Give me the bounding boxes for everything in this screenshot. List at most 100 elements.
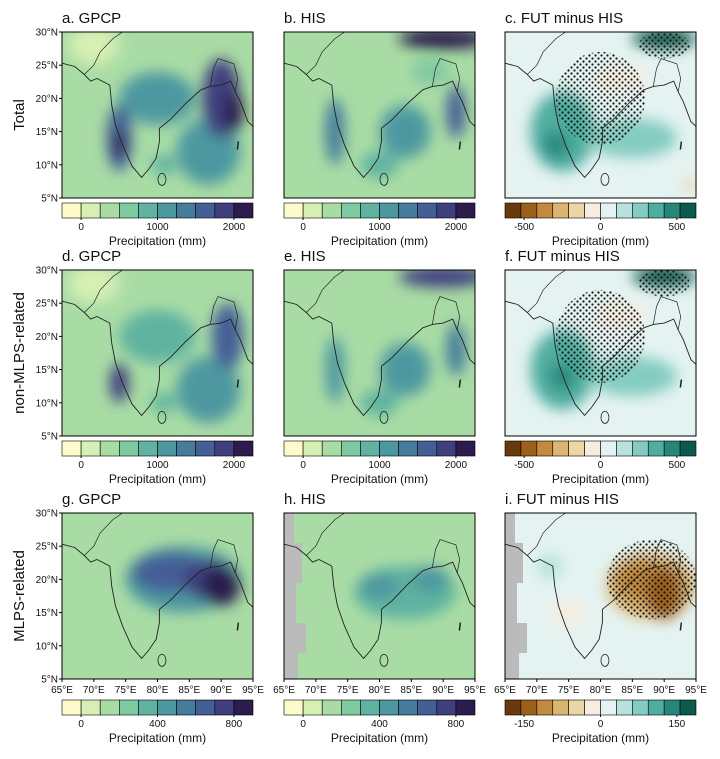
field-blob xyxy=(398,32,475,50)
sri-lanka xyxy=(379,173,389,186)
sri-lanka xyxy=(157,411,167,424)
colorbar-box xyxy=(455,440,476,457)
lon-tick-label: 80°E xyxy=(147,685,169,696)
colorbar-box xyxy=(340,440,361,457)
field-blob xyxy=(379,105,431,159)
border xyxy=(306,270,461,330)
lon-tick-label: 90°E xyxy=(432,685,454,696)
map xyxy=(284,513,475,679)
colorbar-tick-label: 2000 xyxy=(445,222,468,233)
lon-tick-label: 70°E xyxy=(526,685,548,696)
colorbar-box xyxy=(302,440,323,457)
colorbar-box xyxy=(455,202,476,219)
colorbar-tick-label: -500 xyxy=(514,222,534,233)
colorbar-label: Precipitation (mm) xyxy=(109,731,206,745)
colorbar-box xyxy=(647,699,665,716)
colorbar-box xyxy=(679,440,697,457)
panel-title: f. FUT minus HIS xyxy=(505,248,620,265)
lon-tick-label: 75°E xyxy=(115,685,137,696)
map xyxy=(505,32,696,198)
lat-tick-label: 15°N xyxy=(36,127,58,138)
colorbar-box xyxy=(214,202,235,219)
field-blobs xyxy=(68,32,244,185)
lon-tick-label: 95°E xyxy=(685,685,707,696)
lon-tick-label: 80°E xyxy=(369,685,391,696)
colorbar-box xyxy=(568,440,585,457)
andaman xyxy=(236,141,240,150)
colorbar-box xyxy=(157,440,177,457)
field-blobs xyxy=(68,270,244,423)
colorbar-tick-label: 1000 xyxy=(146,460,169,471)
colorbar-box xyxy=(283,202,304,219)
colorbar-box xyxy=(568,699,585,716)
colorbar-box xyxy=(536,440,554,457)
colorbar-tick-label: 1000 xyxy=(368,460,391,471)
colorbar-box xyxy=(398,699,419,716)
map-frame xyxy=(504,31,697,199)
map xyxy=(62,270,253,436)
colorbar-label: Precipitation (mm) xyxy=(552,234,649,248)
colorbar-box xyxy=(233,699,254,716)
lat-tick-label: 10°N xyxy=(36,641,58,652)
lat-tick-label: 5°N xyxy=(41,432,58,443)
colorbar-box xyxy=(616,202,633,219)
coastline xyxy=(284,543,475,660)
lon-tick-label: 65°E xyxy=(494,685,516,696)
colorbar-tick-label: 150 xyxy=(669,719,686,730)
panel-title: a. GPCP xyxy=(62,10,121,27)
colorbar-box xyxy=(379,699,399,716)
colorbar-box xyxy=(283,699,304,716)
colorbar-tick-label: 1000 xyxy=(146,222,169,233)
colorbar-box xyxy=(157,202,177,219)
colorbar-box xyxy=(379,202,399,219)
colorbar-box xyxy=(552,440,569,457)
lon-tick-label: 75°E xyxy=(337,685,359,696)
panel-title: e. HIS xyxy=(284,248,326,265)
colorbar-box xyxy=(436,202,457,219)
field-blob xyxy=(176,356,241,423)
colorbar-box xyxy=(398,440,419,457)
map xyxy=(505,270,696,436)
stippling xyxy=(638,32,690,59)
colorbar-box xyxy=(360,440,380,457)
lon-tick-label: 85°E xyxy=(400,685,422,696)
border xyxy=(84,32,239,92)
andaman xyxy=(458,141,462,150)
andaman xyxy=(236,622,240,631)
colorbar-box xyxy=(176,202,197,219)
lon-tick-label: 95°E xyxy=(242,685,264,696)
border xyxy=(84,513,239,573)
panel-title: d. GPCP xyxy=(62,248,121,265)
colorbar-box xyxy=(80,699,101,716)
colorbar-box xyxy=(398,202,419,219)
colorbar-box xyxy=(520,440,538,457)
colorbar-box xyxy=(552,699,569,716)
lon-tick-label: 90°E xyxy=(210,685,232,696)
border xyxy=(306,513,461,573)
andaman xyxy=(679,622,683,631)
colorbar-box xyxy=(616,699,633,716)
colorbar-box xyxy=(176,440,197,457)
panel-title: i. FUT minus HIS xyxy=(505,491,619,508)
colorbar-tick-label: 0 xyxy=(598,222,604,233)
colorbar-box xyxy=(214,440,235,457)
colorbar-box xyxy=(360,202,380,219)
colorbar-box xyxy=(195,440,216,457)
field-blob xyxy=(411,58,450,86)
colorbar-tick-label: 2000 xyxy=(445,460,468,471)
colorbar-tick-label: 0 xyxy=(300,460,306,471)
colorbar-tick-label: 500 xyxy=(669,222,686,233)
colorbar-box xyxy=(600,440,617,457)
coastline xyxy=(284,300,475,417)
colorbar-box xyxy=(195,699,216,716)
coastline xyxy=(284,62,475,179)
colorbar-box xyxy=(536,699,554,716)
andaman xyxy=(458,379,462,388)
lon-tick-label: 85°E xyxy=(621,685,643,696)
stippling xyxy=(606,539,696,620)
map xyxy=(284,32,475,198)
colorbar-box xyxy=(138,202,158,219)
stippling xyxy=(555,289,646,383)
colorbar-box xyxy=(663,202,681,219)
colorbar-box xyxy=(340,699,361,716)
